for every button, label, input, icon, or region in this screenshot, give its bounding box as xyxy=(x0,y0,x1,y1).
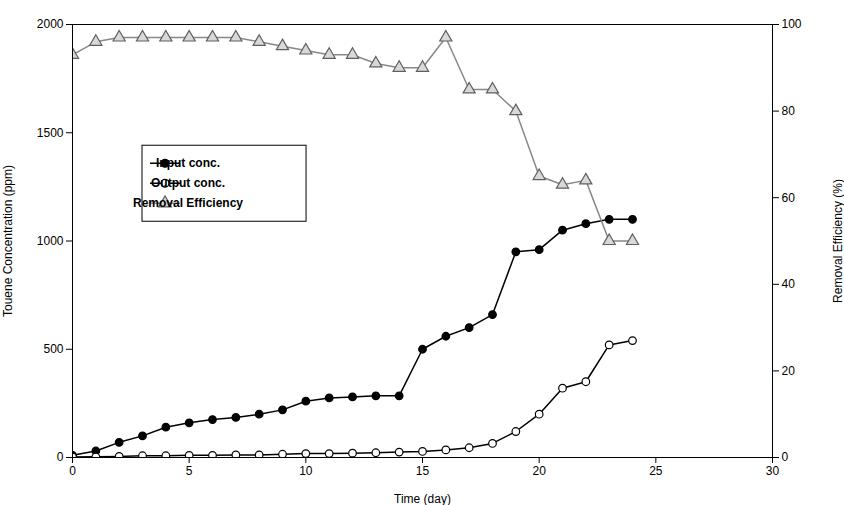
svg-text:60: 60 xyxy=(782,191,796,205)
svg-text:0: 0 xyxy=(69,464,76,478)
svg-text:500: 500 xyxy=(43,342,63,356)
svg-text:2000: 2000 xyxy=(37,17,64,31)
svg-text:0: 0 xyxy=(57,450,64,464)
svg-text:Touene Concentration (ppm): Touene Concentration (ppm) xyxy=(1,165,15,317)
svg-text:Input conc.: Input conc. xyxy=(156,156,220,170)
svg-text:100: 100 xyxy=(782,17,802,31)
svg-text:Output conc.: Output conc. xyxy=(151,176,225,190)
svg-text:15: 15 xyxy=(416,464,430,478)
svg-text:80: 80 xyxy=(782,104,796,118)
svg-text:Time (day): Time (day) xyxy=(394,492,451,505)
svg-text:Removal Efficiency: Removal Efficiency xyxy=(133,196,243,210)
svg-text:5: 5 xyxy=(186,464,193,478)
svg-text:40: 40 xyxy=(782,277,796,291)
svg-text:20: 20 xyxy=(532,464,546,478)
svg-text:30: 30 xyxy=(766,464,780,478)
svg-text:25: 25 xyxy=(649,464,663,478)
svg-text:1500: 1500 xyxy=(37,126,64,140)
svg-text:10: 10 xyxy=(299,464,313,478)
svg-text:20: 20 xyxy=(782,364,796,378)
svg-text:0: 0 xyxy=(782,450,789,464)
svg-text:Removal Efficiency (%): Removal Efficiency (%) xyxy=(831,179,844,303)
svg-text:1000: 1000 xyxy=(37,234,64,248)
